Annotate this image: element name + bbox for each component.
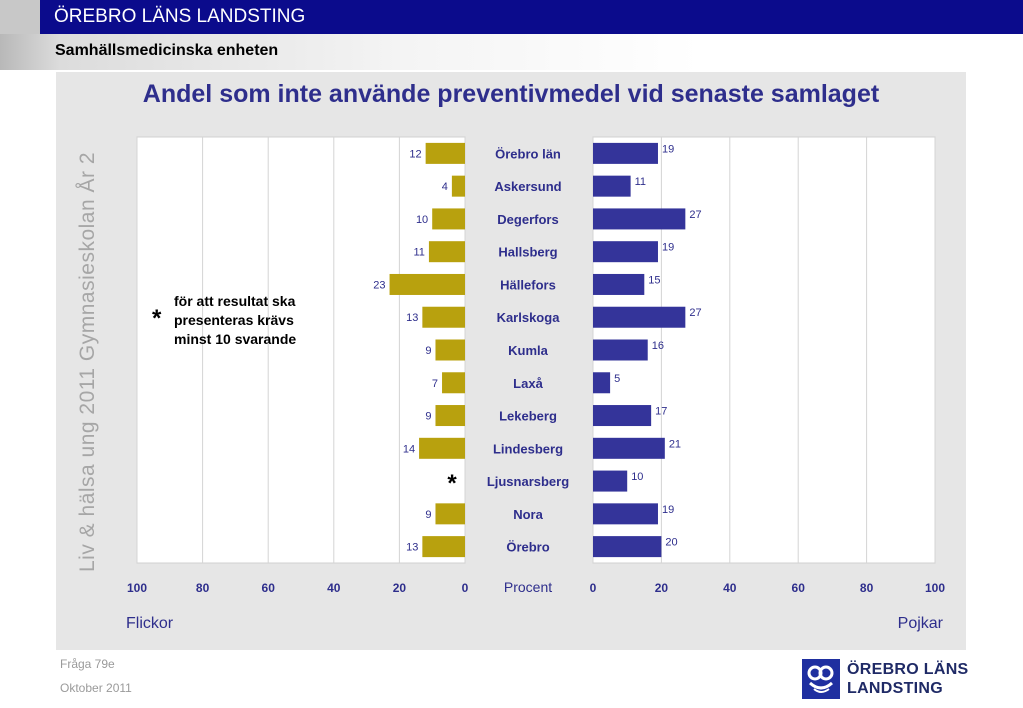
category-label: Kumla bbox=[508, 343, 549, 358]
header-subtitle: Samhällsmedicinska enheten bbox=[55, 42, 279, 59]
bar-boys bbox=[593, 405, 652, 427]
data-label-girls: 9 bbox=[425, 509, 431, 521]
tick-label-girls: 0 bbox=[462, 581, 469, 595]
logo-mark-icon bbox=[802, 659, 840, 699]
category-label: Nora bbox=[513, 507, 543, 522]
bar-boys bbox=[593, 306, 686, 328]
footer-date: Oktober 2011 bbox=[60, 681, 132, 695]
data-label-boys: 19 bbox=[662, 504, 674, 516]
data-label-girls: 11 bbox=[413, 247, 424, 259]
data-label-girls: 13 bbox=[406, 542, 418, 554]
data-label-girls: 7 bbox=[432, 378, 438, 390]
tick-label-girls: 80 bbox=[196, 581, 210, 595]
data-label-boys: 19 bbox=[662, 242, 674, 254]
data-label-girls: 10 bbox=[416, 214, 428, 226]
data-label-boys: 17 bbox=[655, 406, 667, 418]
tick-label-girls: 40 bbox=[327, 581, 341, 595]
category-label: Lindesberg bbox=[493, 441, 563, 456]
tick-label-girls: 100 bbox=[127, 581, 147, 595]
data-label-boys: 5 bbox=[614, 373, 620, 385]
bar-boys bbox=[593, 503, 658, 525]
data-label-girls: 4 bbox=[442, 181, 448, 193]
category-label: Örebro län bbox=[495, 146, 561, 161]
footer-question: Fråga 79e bbox=[60, 657, 115, 671]
category-label: Hällefors bbox=[500, 277, 556, 292]
data-label-girls: 13 bbox=[406, 312, 418, 324]
right-series-label: Pojkar bbox=[898, 615, 944, 632]
bar-boys bbox=[593, 208, 686, 230]
sub-band: Samhällsmedicinska enheten bbox=[0, 34, 1023, 70]
category-label: Askersund bbox=[494, 179, 561, 194]
bar-girls bbox=[435, 339, 465, 361]
bar-girls bbox=[451, 175, 465, 197]
bar-boys bbox=[593, 339, 648, 361]
left-series-label: Flickor bbox=[126, 615, 174, 632]
tick-label-girls: 60 bbox=[262, 581, 276, 595]
bar-girls bbox=[435, 503, 465, 525]
category-label: Laxå bbox=[513, 376, 543, 391]
bar-boys bbox=[593, 241, 658, 263]
data-label-boys: 16 bbox=[652, 340, 664, 352]
data-label-girls: 14 bbox=[403, 443, 415, 455]
data-label-boys: 27 bbox=[689, 307, 701, 319]
data-label-girls: 9 bbox=[425, 345, 431, 357]
bar-girls bbox=[389, 273, 465, 295]
data-label-boys: 21 bbox=[669, 438, 681, 450]
logo-line1: ÖREBRO LÄNS bbox=[847, 661, 969, 678]
header-title: ÖREBRO LÄNS LANDSTING bbox=[40, 0, 1023, 34]
data-label-girls: 9 bbox=[425, 411, 431, 423]
category-label: Karlskoga bbox=[497, 310, 561, 325]
data-label-boys: 11 bbox=[635, 176, 646, 188]
bar-girls bbox=[428, 241, 465, 263]
tick-label-boys: 20 bbox=[655, 581, 669, 595]
bar-girls bbox=[432, 208, 465, 230]
bar-boys bbox=[593, 175, 631, 197]
data-label-girls: 12 bbox=[409, 148, 421, 160]
chart-title: Andel som inte använde preventivmedel vi… bbox=[142, 80, 880, 108]
bar-girls bbox=[419, 437, 465, 459]
tick-label-boys: 40 bbox=[723, 581, 737, 595]
bar-girls bbox=[422, 536, 465, 558]
tick-label-girls: 20 bbox=[393, 581, 407, 595]
data-label-boys: 19 bbox=[662, 143, 674, 155]
category-label: Degerfors bbox=[497, 212, 558, 227]
x-axis-label: Procent bbox=[504, 579, 552, 595]
bar-boys bbox=[593, 372, 611, 394]
legend-note: för att resultat ska presenteras krävs m… bbox=[174, 293, 297, 347]
logo-line2: LANDSTING bbox=[847, 680, 944, 697]
category-label: Hallsberg bbox=[498, 245, 557, 260]
landsting-logo: ÖREBRO LÄNS LANDSTING bbox=[802, 659, 992, 701]
bar-girls bbox=[422, 306, 465, 328]
data-label-boys: 10 bbox=[631, 471, 643, 483]
bar-boys bbox=[593, 142, 658, 164]
category-label: Örebro bbox=[506, 540, 549, 555]
bar-girls bbox=[435, 405, 465, 427]
bar-boys bbox=[593, 273, 645, 295]
bar-girls bbox=[442, 372, 465, 394]
tick-label-boys: 60 bbox=[792, 581, 806, 595]
bar-boys bbox=[593, 470, 628, 492]
legend-star: * bbox=[152, 305, 162, 332]
tick-label-boys: 80 bbox=[860, 581, 874, 595]
data-label-boys: 15 bbox=[648, 274, 660, 286]
plot-area-girls bbox=[136, 136, 466, 564]
category-label: Lekeberg bbox=[499, 409, 557, 424]
data-label-girls: 23 bbox=[373, 279, 385, 291]
missing-marker: * bbox=[447, 470, 457, 497]
tick-label-boys: 100 bbox=[925, 581, 945, 595]
bar-girls bbox=[425, 142, 465, 164]
bar-boys bbox=[593, 536, 662, 558]
header-grey-block bbox=[0, 0, 40, 34]
top-band: ÖREBRO LÄNS LANDSTING bbox=[0, 0, 1023, 34]
data-label-boys: 27 bbox=[689, 209, 701, 221]
data-label-boys: 20 bbox=[665, 537, 677, 549]
category-label: Ljusnarsberg bbox=[487, 474, 569, 489]
bar-boys bbox=[593, 437, 665, 459]
tick-label-boys: 0 bbox=[590, 581, 597, 595]
